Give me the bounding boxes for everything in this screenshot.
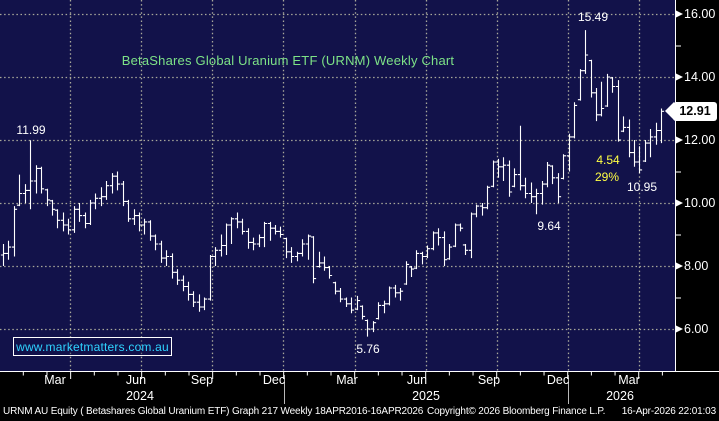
x-month-label: Dec <box>262 373 286 387</box>
price-marker-notch-icon <box>665 101 674 120</box>
watermark-box: www.marketmatters.com.au <box>13 337 172 356</box>
x-month-label: Mar <box>618 373 640 387</box>
label-change-percent: 29% <box>594 170 620 184</box>
y-axis-label-16: 16.00 <box>684 7 716 21</box>
footer-security-info: URNM AU Equity ( Betashares Global Urani… <box>3 406 424 417</box>
x-year-label: 2026 <box>606 389 634 403</box>
x-month-label: Sep <box>190 373 214 387</box>
x-month-label: Mar <box>336 373 358 387</box>
y-axis-label-8: 8.00 <box>684 259 709 273</box>
label-high-2024: 11.99 <box>16 123 46 137</box>
x-year-label: 2024 <box>126 389 154 403</box>
y-axis-label-14: 14.00 <box>684 70 716 84</box>
x-year-label: 2025 <box>412 389 440 403</box>
last-price-marker: 12.91 <box>665 101 717 121</box>
y-axis-label-6: 6.00 <box>684 322 709 336</box>
label-high-2026: 15.49 <box>577 10 609 24</box>
x-month-label: Sep <box>477 373 501 387</box>
label-change-value: 4.54 <box>596 153 620 167</box>
label-low-2025: 5.76 <box>356 342 380 356</box>
footer-timestamp: 16-Apr-2026 22:01:03 <box>621 406 716 417</box>
y-axis-label-12: 12.00 <box>684 133 716 147</box>
footer-copyright: Copyright© 2026 Bloomberg Finance L.P. <box>427 406 606 417</box>
y-axis-label-10: 10.00 <box>684 196 716 210</box>
x-month-label: Dec <box>546 373 570 387</box>
x-month-label: Jun <box>125 373 147 387</box>
label-pullback-low: 9.64 <box>537 219 561 233</box>
x-month-label: Jun <box>406 373 428 387</box>
chart-title: BetaShares Global Uranium ETF (URNM) Wee… <box>121 53 455 68</box>
last-price-text: 12.91 <box>679 104 711 119</box>
x-month-label: Mar <box>44 373 66 387</box>
watermark-text: www.marketmatters.com.au <box>16 339 169 354</box>
label-recent-low: 10.95 <box>626 180 658 194</box>
